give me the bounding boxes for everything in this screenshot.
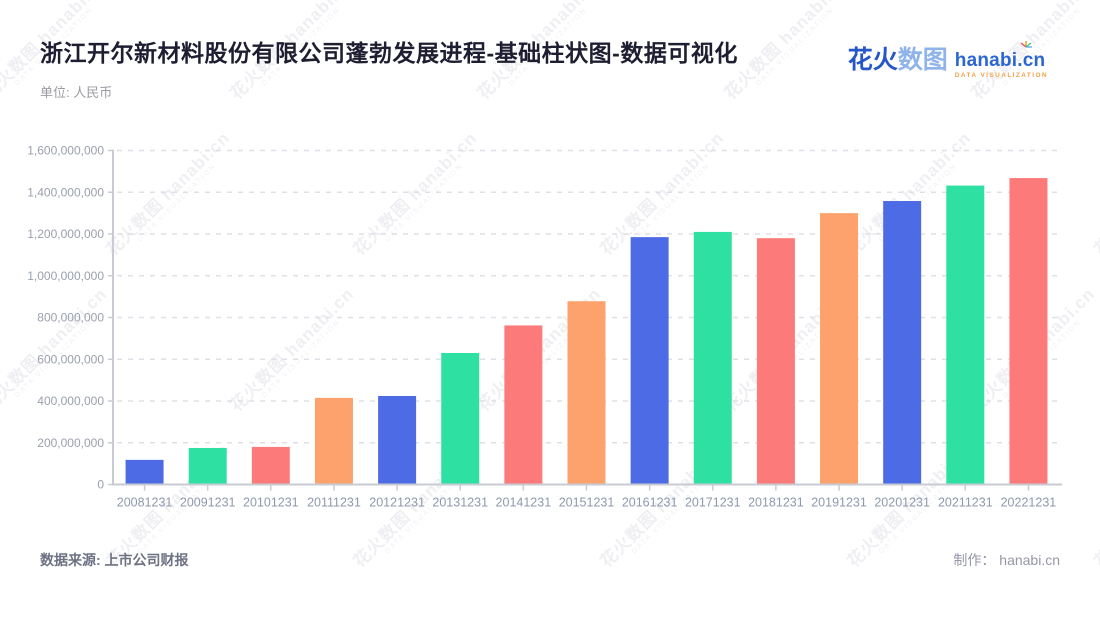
y-axis-label: 200,000,000: [37, 436, 104, 450]
x-axis-label: 20191231: [811, 496, 867, 510]
bar-20211231[interactable]: [946, 185, 985, 484]
y-axis-label: 1,400,000,000: [27, 185, 104, 199]
x-axis-label: 20101231: [243, 496, 299, 510]
bar-20161231[interactable]: [630, 237, 669, 484]
x-axis-label: 20161231: [622, 496, 678, 510]
bar-20141231[interactable]: [504, 325, 543, 484]
x-axis-label: 20221231: [1001, 496, 1057, 510]
x-axis-label: 20111231: [307, 496, 361, 510]
x-axis-label: 20081231: [117, 496, 173, 510]
logo-huahuo-text: 花火: [847, 46, 898, 74]
y-axis-label: 1,000,000,000: [27, 269, 104, 283]
y-axis-label: 800,000,000: [37, 311, 104, 325]
unit-label: 单位: 人民币: [40, 85, 113, 100]
x-axis-label: 20091231: [180, 496, 236, 510]
bar-20151231[interactable]: [567, 301, 606, 484]
y-axis-label: 0: [97, 478, 104, 492]
bar-20111231[interactable]: [314, 397, 353, 484]
x-axis-label: 20201231: [874, 496, 930, 510]
x-axis-label: 20211231: [938, 496, 993, 510]
y-axis-label: 600,000,000: [37, 352, 104, 366]
y-axis-label: 1,200,000,000: [27, 227, 104, 241]
x-axis-label: 20131231: [432, 496, 488, 510]
credit-label: 制作： hanabi.cn: [953, 552, 1060, 568]
logo-shutu-text: 数图: [897, 46, 948, 74]
x-axis-label: 20121231: [369, 496, 425, 510]
x-axis-label: 20181231: [748, 496, 804, 510]
data-source-label: 数据来源: 上市公司财报: [40, 552, 189, 568]
logo-tagline-text: DATA VISUALIZATION: [954, 72, 1048, 79]
x-axis-label: 20141231: [496, 496, 552, 510]
bar-20131231[interactable]: [441, 352, 480, 484]
bar-20121231[interactable]: [378, 395, 417, 484]
y-axis-label: 1,600,000,000: [27, 144, 104, 158]
bar-20191231[interactable]: [820, 213, 859, 484]
bar-20181231[interactable]: [756, 238, 795, 484]
logo-domain-text: hanabi.cn: [954, 50, 1046, 71]
page-title: 浙江开尔新材料股份有限公司蓬勃发展进程-基础柱状图-数据可视化: [40, 40, 738, 66]
x-axis-label: 20171231: [685, 496, 741, 510]
logo-cn-text: 花火数图: [848, 46, 948, 74]
bar-20101231[interactable]: [251, 446, 290, 484]
bar-20221231[interactable]: [1009, 178, 1048, 484]
x-axis-label: 20151231: [559, 496, 615, 510]
bar-20081231[interactable]: [125, 459, 164, 484]
hanabi-logo: 花火数图 hanabi.cn DATA VISUALIZATION: [848, 41, 1048, 79]
bar-20171231[interactable]: [693, 231, 732, 484]
chart-header: 浙江开尔新材料股份有限公司蓬勃发展进程-基础柱状图-数据可视化 单位: 人民币: [40, 34, 738, 101]
bar-20201231[interactable]: [883, 201, 922, 484]
logo-en-block: hanabi.cn DATA VISUALIZATION: [954, 41, 1048, 79]
y-axis-label: 400,000,000: [37, 394, 104, 408]
chart-footer: 数据来源: 上市公司财报 制作： hanabi.cn: [40, 550, 1060, 570]
bar-20091231[interactable]: [188, 447, 227, 484]
sparkle-icon: [1020, 41, 1032, 48]
